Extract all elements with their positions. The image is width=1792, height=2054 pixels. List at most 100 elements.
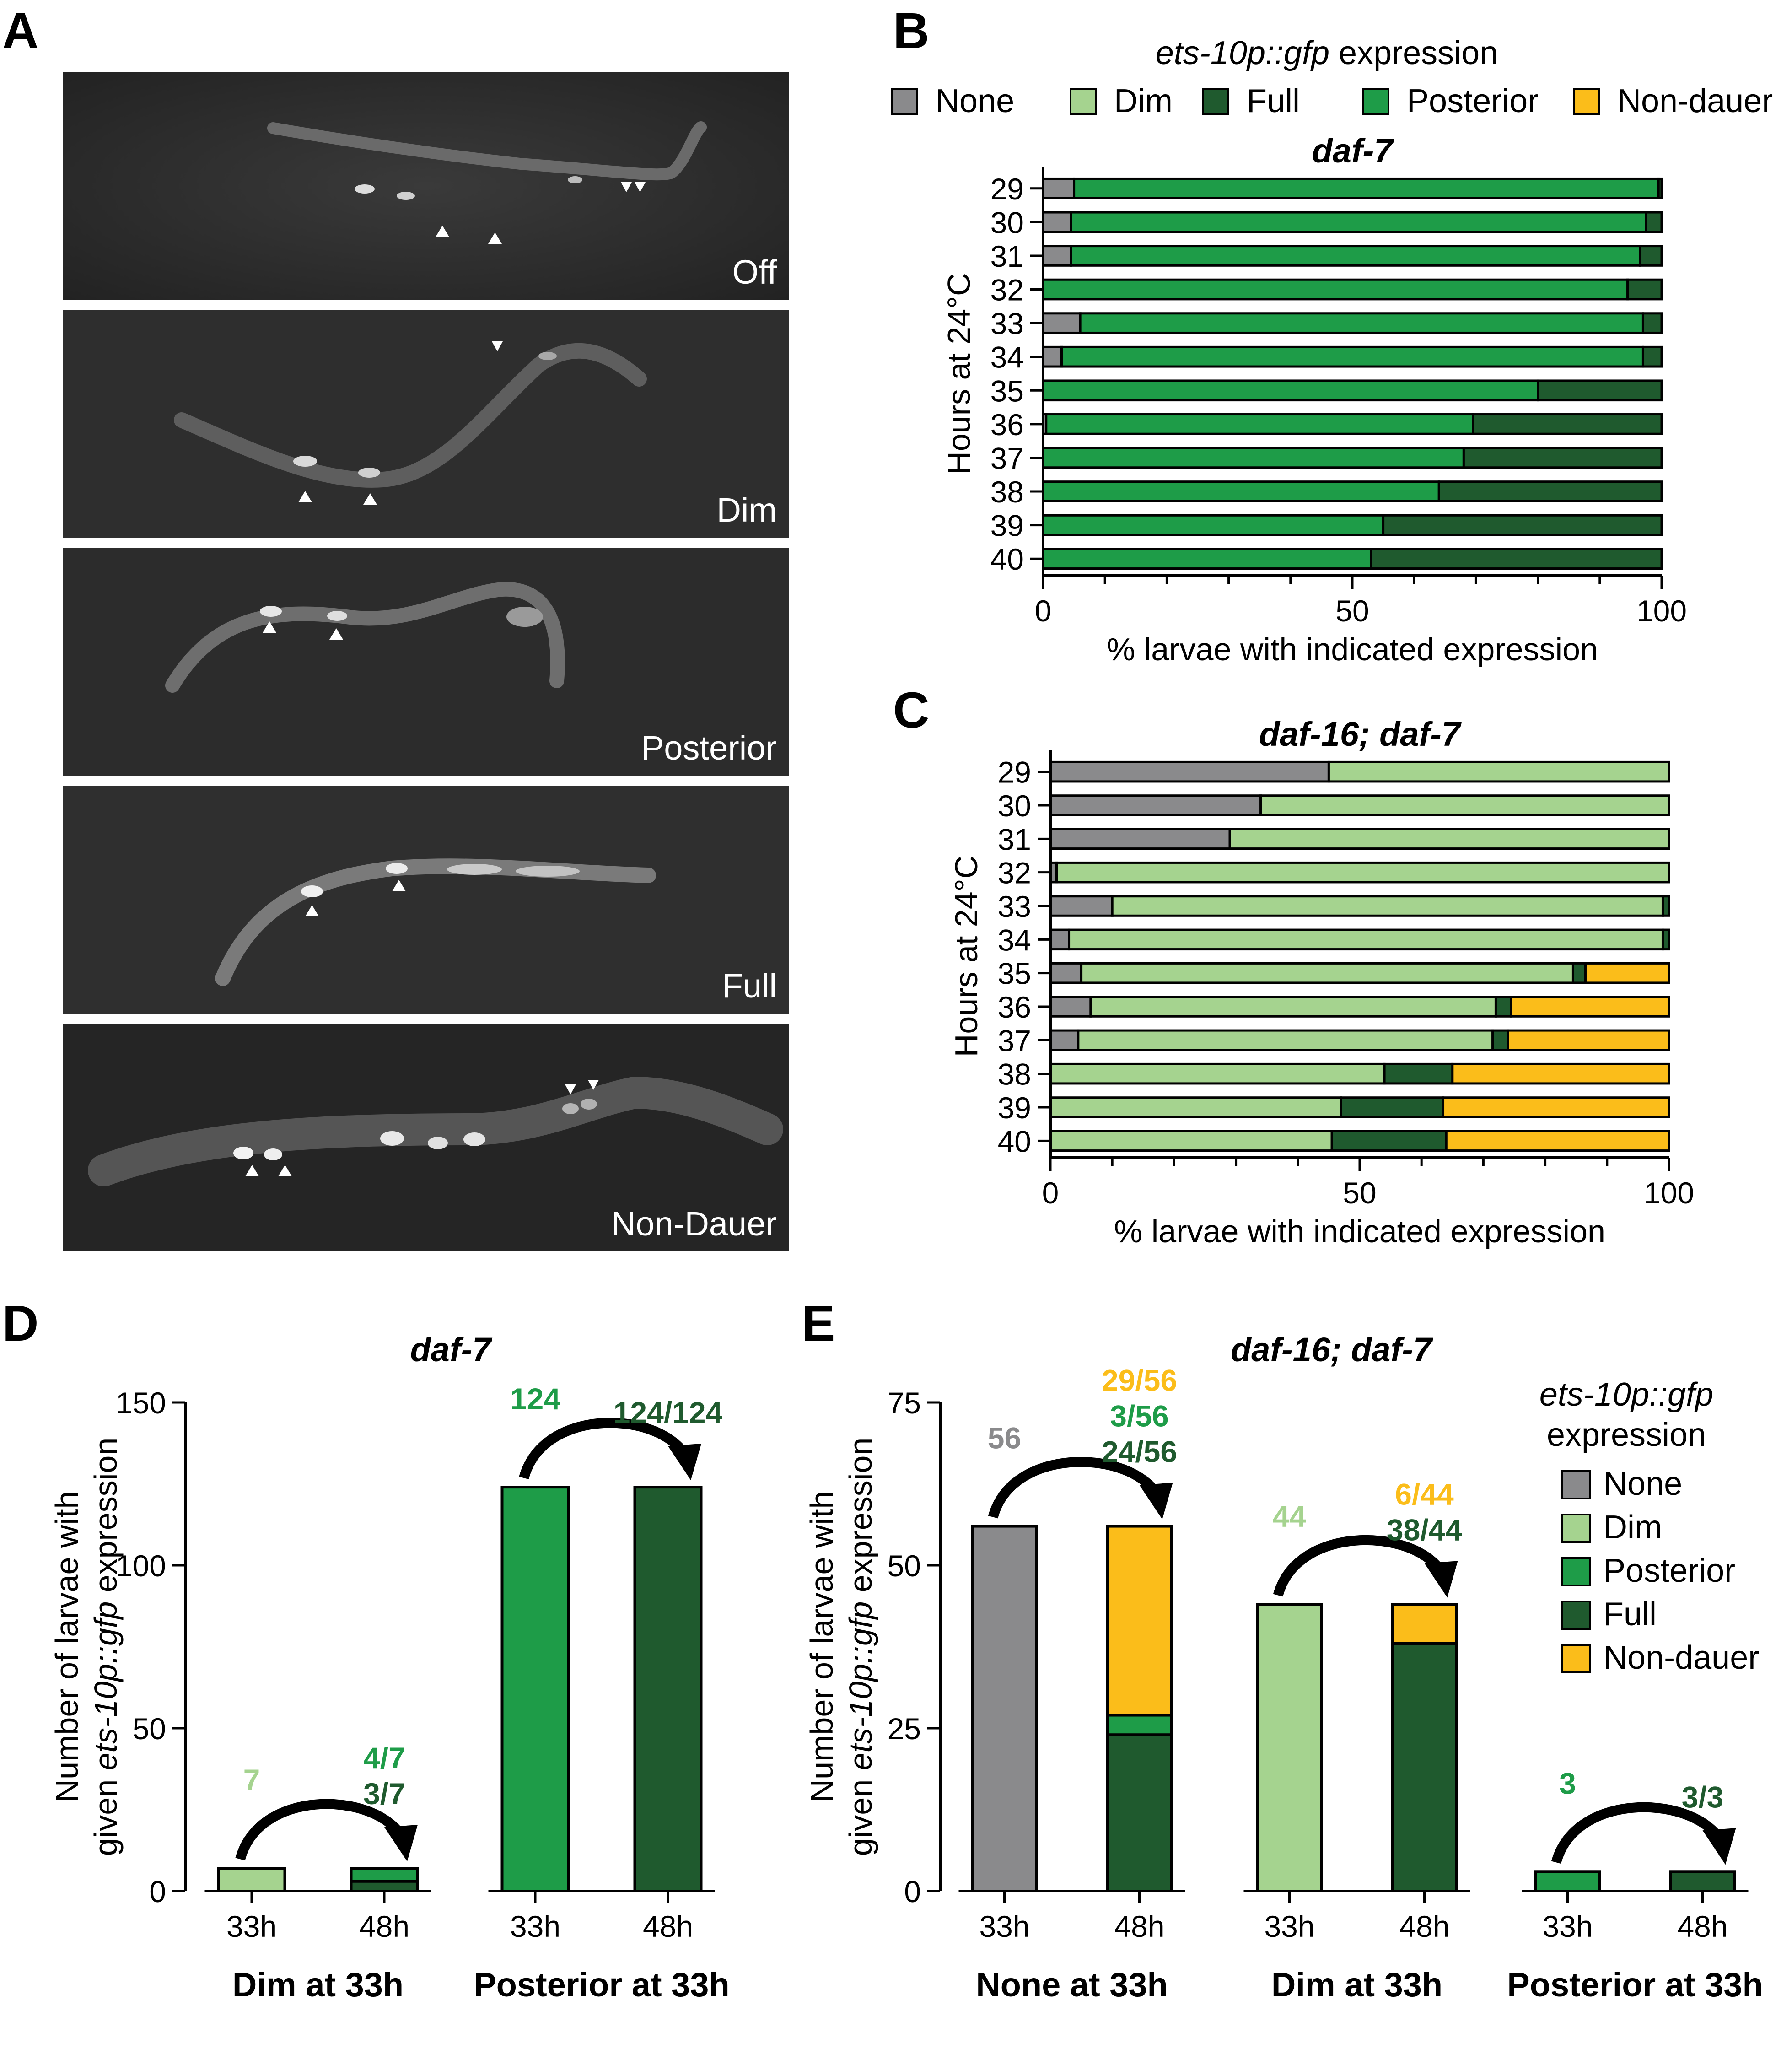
y-axis-label-part: given <box>88 1770 124 1856</box>
bar-segment-full <box>1437 480 1663 502</box>
y-tick-label: 37 <box>990 441 1024 475</box>
bar-segment-posterior <box>1073 177 1660 199</box>
arrowhead-icon <box>621 182 632 192</box>
x-tick-label: 48h <box>1399 1909 1449 1943</box>
micrograph-dim: Dim <box>63 310 789 538</box>
chart-title: daf-16; daf-7 <box>1231 1331 1434 1369</box>
legend-b-title: ets-10p::gfp expression <box>1156 35 1498 71</box>
bar-segment-none <box>1049 1029 1080 1051</box>
legend-label: Dim <box>1114 83 1173 119</box>
bar-segment-nondauer <box>1510 996 1670 1018</box>
bar-segment-none <box>1042 211 1072 233</box>
count-annotation: 7 <box>243 1763 260 1797</box>
x-tick-label: 0 <box>1042 1176 1059 1210</box>
bar-segment-dim <box>217 1867 286 1892</box>
bar-segment-dim <box>1049 1096 1342 1118</box>
bar-segment-full <box>1661 928 1670 951</box>
x-tick-label: 48h <box>1114 1909 1164 1943</box>
bar-segment-posterior <box>1042 480 1440 502</box>
y-axis-label-part: expression <box>843 1438 878 1601</box>
worm-image <box>63 72 789 300</box>
x-tick-label: 100 <box>1644 1176 1694 1210</box>
image-label: Off <box>732 253 777 291</box>
bar-segment-posterior <box>1070 211 1647 233</box>
fraction-annotation: 24/56 <box>1102 1435 1177 1469</box>
bar-segment-dim <box>1327 760 1670 783</box>
bar-segment-dim <box>1111 895 1664 917</box>
bar-segment-none <box>1049 928 1071 951</box>
count-annotation: 56 <box>988 1421 1021 1455</box>
y-axis-label-part: expression <box>88 1438 124 1601</box>
image-label: Posterior <box>641 729 777 767</box>
y-tick-label: 30 <box>998 789 1031 823</box>
bar-segment-full <box>1494 996 1512 1018</box>
arrowhead-icon <box>329 628 343 640</box>
legend-swatch-dim <box>1070 88 1097 115</box>
y-axis-label: Hours at 24°C <box>941 273 977 474</box>
legend-label: Non-dauer <box>1617 83 1773 119</box>
group-label: Dim at 33h <box>1271 1966 1442 2004</box>
x-tick-label: 48h <box>1677 1909 1727 1943</box>
panel-letter-e: E <box>802 1295 835 1352</box>
fraction-annotation: 3/7 <box>363 1777 405 1811</box>
y-tick-label: 150 <box>116 1386 166 1420</box>
y-axis-label-part: ets-10p::gfp <box>843 1601 878 1771</box>
transition-arrow <box>519 1418 688 1480</box>
fraction-annotation: 38/44 <box>1387 1513 1462 1547</box>
image-label: Dim <box>716 491 777 529</box>
bar-segment-dim <box>1256 1603 1323 1892</box>
y-tick-label: 34 <box>998 923 1031 957</box>
bar-segment-posterior <box>1534 1870 1601 1893</box>
bar-segment-none <box>971 1525 1038 1893</box>
transition-arrow <box>988 1457 1160 1519</box>
image-label: Non-Dauer <box>611 1205 777 1243</box>
y-axis-label: Hours at 24°C <box>948 856 984 1057</box>
fraction-annotation: 29/56 <box>1102 1364 1177 1397</box>
chart-title: daf-7 <box>1312 132 1395 170</box>
legend-label: Posterior <box>1407 83 1539 119</box>
legend-e: ets-10p::gfpexpressionNoneDimPosteriorFu… <box>1539 1376 1759 1676</box>
panel-letter-b: B <box>893 3 929 59</box>
y-tick-label: 25 <box>888 1712 921 1746</box>
bar-segment-full <box>1537 379 1663 402</box>
x-tick-label: 48h <box>643 1909 693 1943</box>
legend-swatch-nondauer <box>1561 1644 1591 1673</box>
y-tick-label: 37 <box>998 1024 1031 1057</box>
bar-segment-posterior <box>1106 1714 1173 1736</box>
bar-segment-dim <box>1080 962 1574 984</box>
legend-swatch-posterior <box>1362 88 1389 115</box>
y-tick-label: 39 <box>990 509 1024 543</box>
bar-segment-full <box>350 1880 419 1893</box>
y-tick-label: 33 <box>990 307 1024 340</box>
legend-swatch-none <box>1561 1470 1591 1499</box>
bar-segment-nondauer <box>1391 1603 1458 1645</box>
legend-swatch-nondauer <box>1573 88 1600 115</box>
x-tick-label: 50 <box>1343 1176 1376 1210</box>
bar-segment-full <box>1383 1062 1454 1085</box>
bar-segment-none <box>1049 760 1330 783</box>
arrow-head-icon <box>1424 1561 1458 1598</box>
y-axis-label-line2: given ets-10p::gfp expression <box>88 1438 124 1856</box>
arrowhead-icon <box>263 621 276 633</box>
worm-image <box>63 1024 789 1251</box>
legend-label: Full <box>1604 1596 1657 1633</box>
y-tick-label: 50 <box>133 1712 166 1746</box>
y-tick-label: 38 <box>998 1057 1031 1091</box>
bar-segment-nondauer <box>1451 1062 1670 1085</box>
arrowhead-icon <box>635 182 646 192</box>
bar-segment-full <box>1641 345 1663 368</box>
y-tick-label: 0 <box>149 1875 166 1908</box>
x-tick-label: 33h <box>226 1909 277 1943</box>
arrowhead-icon <box>436 226 449 237</box>
x-axis-label: % larvae with indicated expression <box>1107 631 1598 667</box>
bar-segment-dim <box>1068 928 1664 951</box>
legend-swatch-full <box>1561 1601 1591 1630</box>
y-tick-label: 29 <box>990 172 1024 206</box>
x-tick-label: 33h <box>979 1909 1029 1943</box>
bar-segment-full <box>1571 962 1587 984</box>
arrowhead-icon <box>488 232 502 244</box>
x-tick-label: 48h <box>359 1909 409 1943</box>
